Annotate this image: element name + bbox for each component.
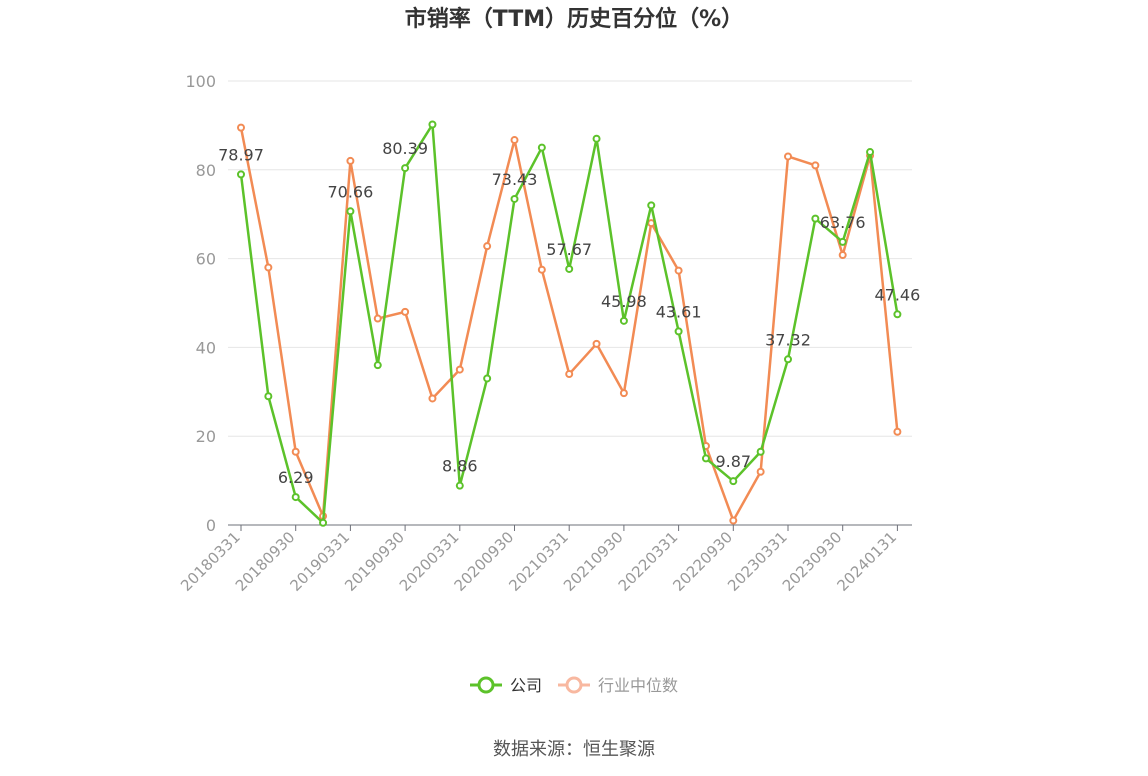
y-tick-label: 80	[196, 161, 216, 180]
data-label: 73.43	[492, 170, 538, 189]
data-point-industry	[893, 427, 902, 436]
data-point-company	[455, 481, 464, 490]
legend-industry-label: 行业中位数	[598, 676, 678, 695]
data-point-company	[701, 454, 710, 463]
data-label: 57.67	[546, 240, 592, 259]
y-tick-label: 100	[185, 72, 216, 91]
data-point-company	[346, 207, 355, 216]
data-point-company	[729, 477, 738, 486]
data-point-company	[237, 170, 245, 179]
legend-item-industry[interactable]: 行业中位数	[558, 676, 678, 695]
data-point-company	[537, 143, 546, 152]
data-label: 78.97	[218, 145, 264, 164]
data-label: 63.76	[820, 213, 866, 232]
data-point-industry	[647, 219, 656, 228]
data-point-company	[674, 327, 683, 336]
x-axis: 2018033120180930201903312019093020200331…	[177, 524, 912, 595]
data-point-industry	[756, 467, 765, 476]
data-point-industry	[237, 123, 245, 132]
data-point-company	[264, 392, 273, 401]
data-point-industry	[674, 266, 683, 275]
y-tick-label: 0	[206, 516, 216, 535]
data-label: 80.39	[382, 139, 428, 158]
x-tick-label: 20240131	[834, 528, 901, 595]
data-point-industry	[838, 251, 847, 260]
data-point-industry	[401, 307, 410, 316]
data-point-industry	[373, 314, 382, 323]
data-point-industry	[483, 242, 492, 251]
data-point-company	[291, 493, 300, 502]
data-point-company	[510, 194, 519, 203]
data-point-industry	[619, 389, 628, 398]
data-point-industry	[510, 136, 519, 145]
legend-industry-marker	[565, 676, 583, 694]
data-point-industry	[592, 339, 601, 348]
data-label: 6.29	[278, 468, 314, 487]
data-point-company	[784, 355, 792, 364]
data-point-company	[811, 214, 820, 223]
legend: 公司 行业中位数	[470, 676, 678, 695]
data-point-industry	[729, 516, 738, 525]
data-point-company	[401, 164, 410, 173]
legend-item-company[interactable]: 公司	[470, 676, 542, 695]
data-point-company	[756, 447, 765, 456]
data-source: 数据来源：恒生聚源	[493, 739, 655, 760]
data-point-industry	[346, 156, 355, 165]
y-axis: 0 20 40 60 80 100	[185, 72, 216, 535]
y-tick-label: 60	[196, 250, 216, 269]
data-point-company	[565, 264, 574, 273]
series-layer	[237, 120, 902, 527]
data-point-company	[373, 361, 382, 370]
chart-title: 市销率（TTM）历史百分位（%）	[405, 6, 743, 32]
data-label: 43.61	[656, 302, 702, 321]
legend-company-label: 公司	[510, 676, 542, 695]
data-point-industry	[291, 447, 300, 456]
y-tick-label: 20	[196, 427, 216, 446]
data-label: 45.98	[601, 292, 647, 311]
data-point-company	[319, 518, 328, 527]
data-point-company	[838, 237, 847, 246]
y-tick-label: 40	[196, 338, 216, 357]
data-label: 70.66	[327, 182, 373, 201]
data-point-industry	[565, 370, 574, 379]
data-point-company	[428, 120, 437, 129]
data-point-industry	[264, 263, 273, 272]
data-point-industry	[455, 365, 464, 374]
data-point-company	[483, 374, 492, 383]
data-label: 47.46	[874, 285, 920, 304]
data-point-industry	[537, 265, 546, 274]
data-point-company	[647, 201, 656, 210]
data-point-industry	[811, 161, 820, 170]
legend-company-marker	[477, 676, 495, 694]
data-labels: 78.97 6.29 70.66 80.39 8.86 73.43 57.67 45.98 43…	[218, 139, 920, 487]
data-point-industry	[428, 394, 437, 403]
data-point-company	[893, 310, 902, 319]
data-point-company	[592, 134, 601, 143]
data-point-industry	[784, 152, 792, 161]
data-label: 9.87	[715, 452, 751, 471]
data-label: 8.86	[442, 457, 478, 476]
data-point-company	[866, 148, 875, 157]
data-label: 37.32	[765, 330, 811, 349]
data-point-company	[619, 316, 628, 325]
